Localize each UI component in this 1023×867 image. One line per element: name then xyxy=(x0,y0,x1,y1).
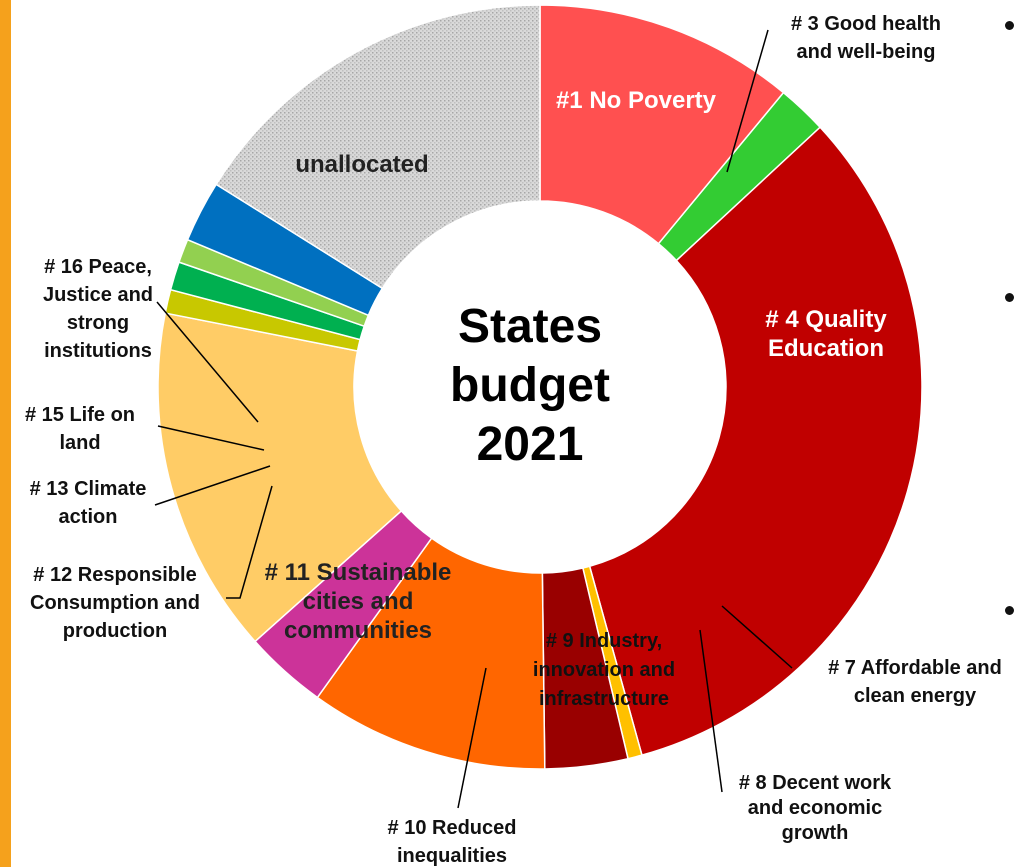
slice-labels: #1 No Poverty # 3 Good health and well-bei… xyxy=(25,13,1002,867)
bullet-dot-2 xyxy=(1005,293,1014,302)
donut-hole xyxy=(354,201,726,573)
slice-label: #1 No Poverty xyxy=(556,87,717,114)
leader-line xyxy=(154,465,271,506)
slice-label: # 12 Responsible Consumption and productio… xyxy=(30,564,200,642)
slice-label: # 16 Peace, Justice and strong institutions xyxy=(43,256,153,362)
center-title: States budget 2021 xyxy=(450,300,610,471)
leader-line xyxy=(156,301,259,423)
slice-label: # 11 Sustainable cities and communities xyxy=(265,559,452,644)
slice-label: # 3 Good health and well-being xyxy=(791,13,941,63)
slice-label: unallocated xyxy=(295,151,428,178)
leader-line xyxy=(157,425,265,451)
leader-line xyxy=(721,605,793,669)
left-orange-stripe xyxy=(0,0,11,867)
slice-label: # 8 Decent work and economic growth xyxy=(739,772,892,844)
slice-label: # 9 Industry, innovation and infrastructur… xyxy=(533,630,675,710)
slice-label: # 13 Climate action xyxy=(30,478,147,528)
leader-line xyxy=(226,485,273,599)
leader-line xyxy=(726,29,769,173)
bullet-dot-1 xyxy=(1005,21,1014,30)
bullet-dot-3 xyxy=(1005,606,1014,615)
donut-slices xyxy=(157,4,923,770)
leader-line xyxy=(699,629,723,793)
leader-lines xyxy=(154,29,793,809)
leader-line xyxy=(457,667,487,809)
slice-label: # 4 Quality Education xyxy=(765,306,887,362)
slice-label: # 10 Reduced inequalities xyxy=(388,817,517,867)
slice-label: # 7 Affordable and clean energy xyxy=(828,657,1002,707)
slice-label: # 15 Life on land xyxy=(25,404,135,454)
